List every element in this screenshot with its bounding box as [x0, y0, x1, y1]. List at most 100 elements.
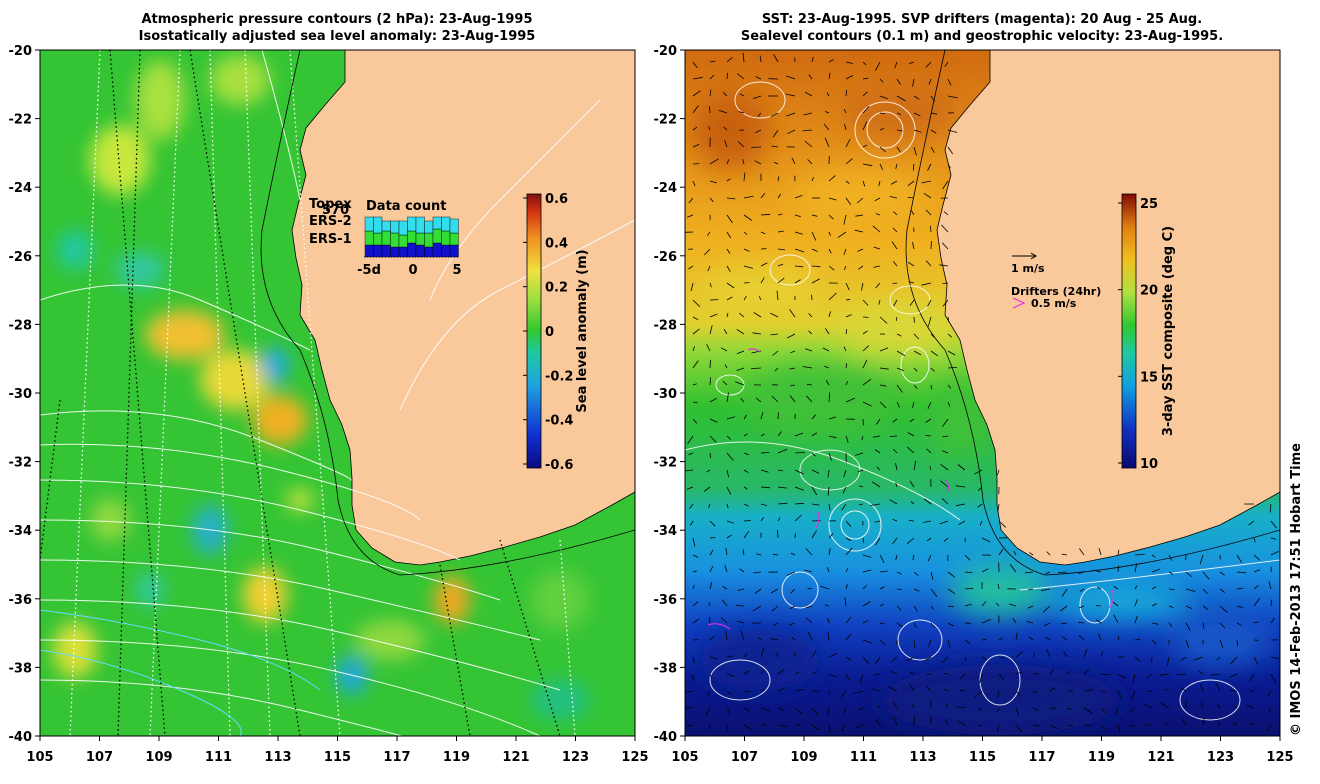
colorbar-tick-label: -0.2 [545, 369, 573, 384]
count-bar-ers2 [382, 231, 391, 245]
y-tick-label: -32 [654, 456, 678, 471]
velocity-vector [1169, 589, 1175, 590]
legend-ers1: ERS-1 [309, 232, 352, 247]
colorbar-tick-label: 20 [1140, 284, 1158, 299]
sla-colorbar-ramp [527, 194, 541, 468]
count-bar-topex [382, 221, 391, 231]
count-bar-ers1 [391, 247, 400, 257]
count-bar-ers1 [442, 245, 451, 257]
count-bar-ers2 [450, 233, 459, 245]
velocity-vector [710, 360, 711, 368]
y-tick-label: -38 [654, 661, 678, 676]
velocity-vector [710, 377, 711, 385]
y-tick-label: -30 [654, 387, 678, 402]
y-tick-label: -28 [654, 318, 678, 333]
velocity-vector [812, 691, 819, 692]
velocity-vector [1096, 606, 1101, 607]
drifter-key-label: 0.5 m/s [1031, 297, 1077, 310]
colorbar-tick-label: 15 [1140, 370, 1158, 385]
y-tick-label: -20 [9, 44, 33, 59]
count-bar-topex [408, 217, 417, 231]
data-count-bars [365, 217, 459, 257]
legend-ers2: ERS-2 [309, 214, 352, 229]
right-title-line2: Sealevel contours (0.1 m) and geostrophi… [741, 29, 1223, 44]
count-bar-ers2 [374, 233, 383, 245]
colorbar-tick-label: -0.6 [545, 458, 573, 473]
y-tick-label: -32 [9, 456, 33, 471]
count-bar-ers2 [408, 231, 417, 243]
velocity-vector [1058, 572, 1067, 573]
colorbar-tick-label: 0.4 [545, 236, 568, 251]
left-title-line2: Isostatically adjusted sea level anomaly… [139, 29, 536, 44]
inset-title: Data count [366, 199, 446, 214]
y-tick-label: -24 [654, 181, 678, 196]
x-tick-label: 117 [1028, 750, 1055, 765]
velocity-vector [897, 589, 902, 590]
count-bar-ers1 [374, 245, 383, 257]
inset-tick-5: 5 [452, 263, 461, 278]
x-tick-label: 107 [731, 750, 758, 765]
colorbar-tick-label: 10 [1140, 457, 1158, 472]
x-tick-label: 119 [1088, 750, 1115, 765]
x-tick-label: 115 [324, 750, 351, 765]
velocity-vector [1237, 640, 1238, 646]
velocity-key-label: 1 m/s [1011, 262, 1045, 275]
y-tick-label: -20 [654, 44, 678, 59]
count-bar-ers1 [382, 245, 391, 257]
count-bar-ers1 [416, 245, 425, 257]
y-tick-label: -34 [654, 524, 678, 539]
y-tick-label: -40 [9, 730, 33, 745]
x-tick-label: 117 [383, 750, 410, 765]
count-bar-ers2 [433, 229, 442, 243]
x-tick-label: 125 [621, 750, 648, 765]
sst-colorbar-label: 3-day SST composite (deg C) [1161, 226, 1176, 436]
y-tick-label: -36 [9, 593, 33, 608]
y-tick-label: -30 [9, 387, 33, 402]
y-tick-label: -22 [9, 113, 33, 128]
count-bar-ers2 [365, 231, 374, 245]
colorbar-tick-label: 0.6 [545, 192, 568, 207]
count-bar-ers1 [450, 245, 459, 257]
x-tick-label: 115 [969, 750, 996, 765]
count-bar-ers1 [433, 243, 442, 257]
right-title-line1: SST: 23-Aug-1995. SVP drifters (magenta)… [762, 12, 1202, 27]
count-bar-topex [416, 217, 425, 233]
colorbar-tick-label: 0.2 [545, 281, 568, 296]
count-bar-topex [365, 217, 374, 231]
sla-colorbar-label: Sea level anomaly (m) [575, 249, 590, 412]
velocity-vector [943, 283, 949, 284]
colorbar-tick-label: -0.4 [545, 414, 573, 429]
x-tick-label: 113 [909, 750, 936, 765]
right-map: 1 m/s Drifters (24hr) 0.5 m/s [684, 50, 1280, 736]
left-map: Topex 570 ERS-2 ERS-1 Data count -5d 0 5 [40, 50, 635, 736]
y-tick-label: -26 [654, 250, 678, 265]
count-bar-ers2 [442, 231, 451, 245]
velocity-vector [893, 283, 898, 284]
x-tick-label: 125 [1266, 750, 1293, 765]
y-tick-label: -34 [9, 524, 33, 539]
y-tick-label: -36 [654, 593, 678, 608]
inset-tick-0: 0 [408, 263, 417, 278]
y-tick-label: -24 [9, 181, 33, 196]
x-tick-label: 119 [443, 750, 470, 765]
x-tick-label: 105 [26, 750, 53, 765]
velocity-vector [846, 90, 847, 96]
count-bar-ers2 [399, 235, 408, 247]
count-bar-ers1 [399, 247, 408, 257]
count-bar-topex [450, 219, 459, 233]
y-tick-label: -28 [9, 318, 33, 333]
credit-text: © IMOS 14-Feb-2013 17:51 Hobart Time [1289, 443, 1304, 736]
y-tick-label: -22 [654, 113, 678, 128]
colorbar-tick-label: 0 [545, 325, 554, 340]
x-tick-label: 109 [790, 750, 817, 765]
count-bar-topex [442, 217, 451, 231]
y-tick-label: -26 [9, 250, 33, 265]
count-bar-ers1 [425, 247, 434, 257]
count-bar-ers2 [416, 233, 425, 245]
colorbar-tick-label: 25 [1140, 197, 1158, 212]
velocity-vector [926, 436, 932, 437]
x-tick-label: 113 [264, 750, 291, 765]
count-bar-topex [425, 221, 434, 233]
count-bar-topex [374, 217, 383, 233]
velocity-vector [727, 73, 728, 79]
